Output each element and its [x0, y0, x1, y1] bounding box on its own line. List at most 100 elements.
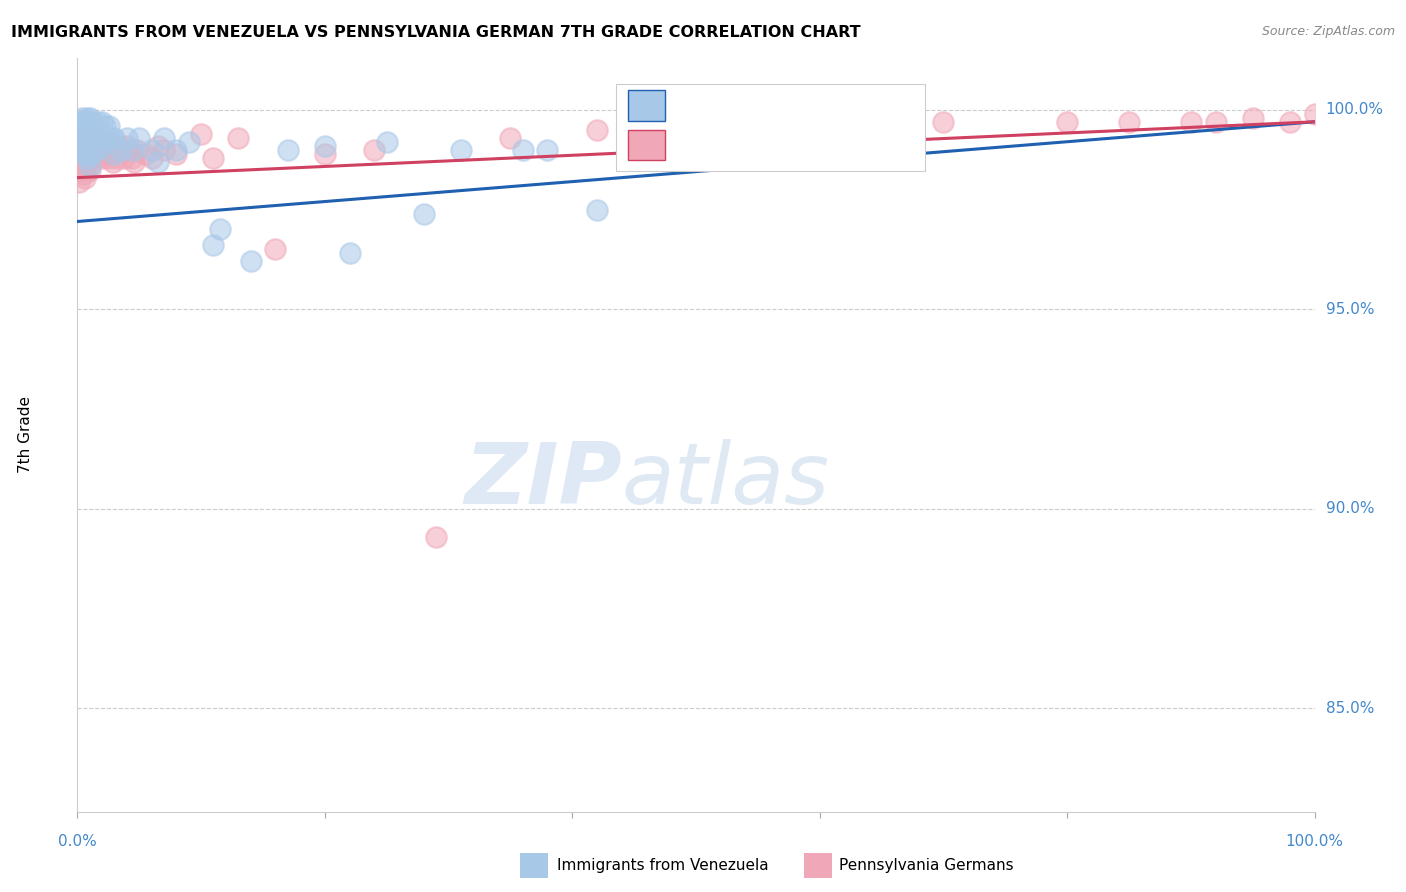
Point: [165, 143, 187, 157]
Point: [115, 130, 138, 145]
Text: Pennsylvania Germans: Pennsylvania Germans: [839, 858, 1014, 872]
Point: [512, 143, 534, 157]
Point: [103, 130, 125, 145]
Point: [73, 127, 96, 141]
Point: [77, 146, 100, 161]
Point: [101, 143, 124, 157]
FancyBboxPatch shape: [628, 90, 665, 120]
Text: 100.0%: 100.0%: [1326, 103, 1384, 118]
Point: [586, 202, 609, 217]
Point: [83, 122, 105, 136]
Point: [412, 206, 434, 220]
Point: [202, 151, 225, 165]
Point: [75, 146, 97, 161]
Point: [76, 135, 98, 149]
Point: [73, 115, 96, 129]
Point: [80, 151, 103, 165]
Text: R = 0.385: R = 0.385: [675, 95, 765, 112]
Point: [499, 130, 522, 145]
Point: [93, 138, 115, 153]
Point: [91, 135, 114, 149]
Point: [96, 146, 118, 161]
Point: [69, 159, 91, 173]
Point: [103, 154, 125, 169]
Point: [70, 115, 93, 129]
Point: [69, 115, 91, 129]
Point: [153, 143, 176, 157]
Point: [91, 130, 114, 145]
Point: [93, 119, 115, 133]
Point: [932, 115, 955, 129]
Point: [79, 130, 101, 145]
Point: [80, 135, 103, 149]
Text: N = 65: N = 65: [801, 95, 865, 112]
Point: [91, 151, 114, 165]
Point: [425, 530, 447, 544]
Point: [86, 143, 108, 157]
Point: [79, 138, 101, 153]
Point: [79, 146, 101, 161]
Point: [122, 143, 145, 157]
Point: [115, 138, 138, 153]
Point: [146, 138, 169, 153]
Point: [363, 143, 385, 157]
Point: [146, 154, 169, 169]
Point: [75, 143, 97, 157]
Point: [84, 135, 107, 149]
Point: [1118, 115, 1140, 129]
Text: ZIP: ZIP: [464, 439, 621, 522]
Point: [80, 130, 103, 145]
Point: [82, 138, 104, 153]
Point: [121, 151, 143, 165]
Point: [177, 135, 200, 149]
Point: [1241, 111, 1264, 125]
Text: 95.0%: 95.0%: [1326, 301, 1374, 317]
Point: [73, 154, 96, 169]
Point: [277, 143, 299, 157]
Point: [202, 238, 225, 252]
Point: [77, 151, 100, 165]
Point: [98, 119, 121, 133]
FancyBboxPatch shape: [616, 85, 925, 171]
Point: [226, 130, 249, 145]
Point: [105, 151, 128, 165]
Point: [67, 162, 90, 177]
Text: 85.0%: 85.0%: [1326, 700, 1374, 715]
Text: 100.0%: 100.0%: [1285, 834, 1344, 849]
Point: [1180, 115, 1202, 129]
Point: [86, 151, 108, 165]
Point: [82, 130, 104, 145]
Point: [375, 135, 398, 149]
Point: [72, 130, 94, 145]
Point: [82, 135, 104, 149]
Point: [208, 222, 231, 236]
Point: [125, 143, 148, 157]
Point: [80, 146, 103, 161]
Point: [76, 151, 98, 165]
Point: [94, 143, 117, 157]
Point: [76, 111, 98, 125]
Point: [79, 162, 101, 177]
Point: [1303, 107, 1326, 121]
Point: [1056, 115, 1078, 129]
Point: [72, 130, 94, 145]
Text: atlas: atlas: [621, 439, 830, 522]
Point: [69, 143, 91, 157]
Point: [72, 151, 94, 165]
Point: [685, 115, 707, 129]
Point: [73, 170, 96, 185]
Point: [87, 115, 110, 129]
Point: [122, 154, 145, 169]
Point: [100, 138, 122, 153]
FancyBboxPatch shape: [628, 129, 665, 160]
Point: [141, 143, 163, 157]
Text: 7th Grade: 7th Grade: [18, 396, 32, 474]
Point: [96, 130, 118, 145]
Point: [450, 143, 472, 157]
Point: [314, 138, 336, 153]
Point: [103, 146, 125, 161]
Text: Source: ZipAtlas.com: Source: ZipAtlas.com: [1261, 25, 1395, 38]
Point: [165, 146, 187, 161]
Point: [73, 143, 96, 157]
Text: N = 81: N = 81: [801, 132, 863, 150]
